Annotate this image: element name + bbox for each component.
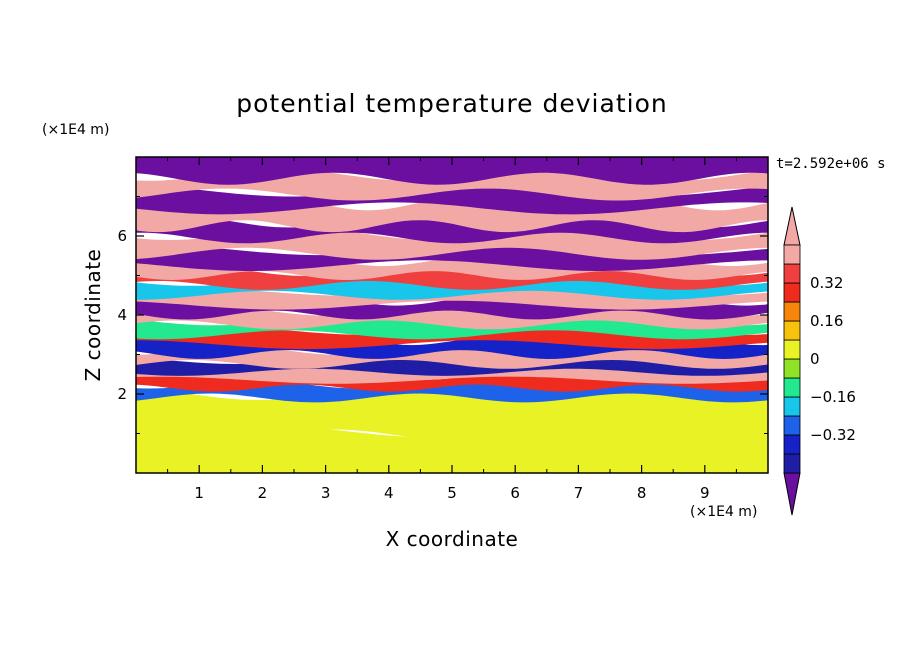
y-tick-label: 6 [117,227,127,245]
x-tick-label: 6 [510,484,520,502]
chart-title: potential temperature deviation [236,89,667,118]
colorbar-tick-label: −0.16 [810,388,856,406]
colorbar-swatch [783,301,801,322]
field-band [136,244,768,271]
x-tick-label: 1 [194,484,204,502]
colorbar-swatch [783,358,801,379]
field-band [136,425,768,473]
colorbar-swatch [783,339,801,360]
colorbar-extend-low [783,472,801,516]
colorbar-swatch [783,320,801,341]
colorbar-tick-label: 0.32 [810,274,843,292]
x-axis: 1 2 3 4 5 6 7 8 9 [167,157,737,502]
colorbar-tick-label: 0.16 [810,312,843,330]
x-tick-label: 4 [384,484,394,502]
x-tick-label: 3 [321,484,331,502]
x-tick-label: 2 [258,484,268,502]
colorbar-swatch [783,434,801,455]
x-axis-label: X coordinate [386,527,519,551]
field-band [136,184,768,215]
colorbar-extend-high [783,206,801,246]
colorbar-tick-label: 0 [810,350,820,368]
field-band [136,306,768,330]
time-label: t=2.592e+06 s [776,156,886,172]
colorbar-swatch [783,263,801,284]
colorbar-swatch [783,415,801,436]
x-tick-label: 8 [637,484,647,502]
field-bands [136,157,768,473]
y-tick-label: 2 [117,385,127,403]
y-unit-label: (×1E4 m) [42,122,109,138]
colorbar-swatch [783,377,801,398]
x-tick-label: 9 [700,484,710,502]
field-band [136,216,768,244]
colorbar-swatch [783,453,801,474]
colorbar: 0.32 0.16 0 −0.16 −0.32 [783,206,856,516]
colorbar-tick-label: −0.32 [810,426,856,444]
x-tick-label: 5 [447,484,457,502]
x-unit-label: (×1E4 m) [690,504,757,520]
colorbar-swatch [783,282,801,303]
y-tick-label: 4 [117,306,127,324]
y-axis: 2 4 6 [117,196,768,434]
field-band [136,157,768,185]
y-axis-label: Z coordinate [81,249,105,382]
colorbar-swatch [783,244,801,265]
field-band [136,267,768,290]
x-tick-label: 7 [574,484,584,502]
plot-area [136,157,768,473]
colorbar-swatch [783,396,801,417]
